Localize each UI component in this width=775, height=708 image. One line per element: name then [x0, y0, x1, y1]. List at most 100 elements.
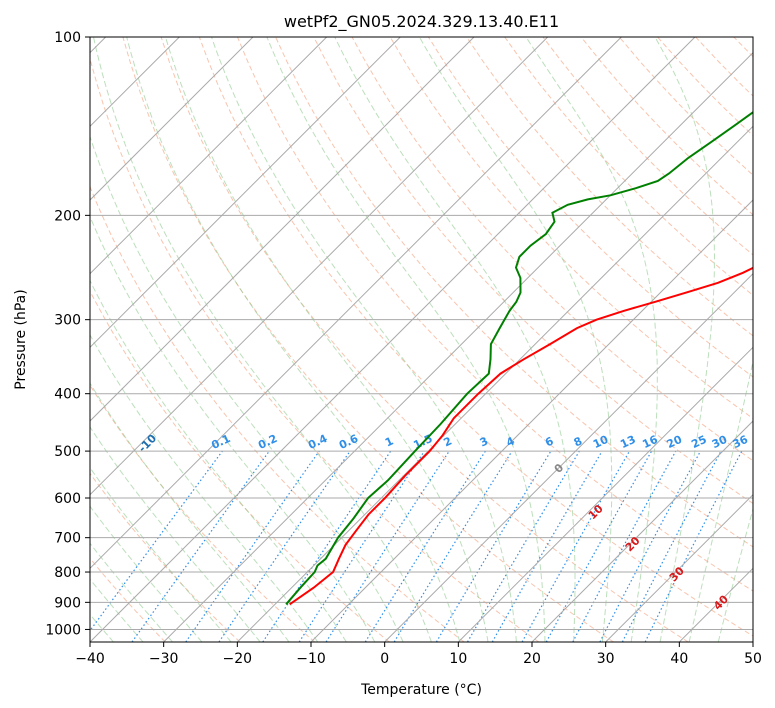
mixing-ratio-label: 0.1 [209, 432, 232, 452]
moist-adiabat-line [90, 505, 203, 642]
x-axis-label: Temperature (°C) [360, 682, 482, 698]
mixing-ratio-label: 0.4 [306, 432, 329, 452]
mixing-ratio-label: 2 [442, 434, 454, 449]
mixing-ratio-label: 13 [618, 433, 637, 451]
axes: −40 −30 −20 −10 0 10 20 30 40 5010020030040050060… [45, 30, 762, 667]
x-tick-label: 20 [523, 651, 541, 667]
mixing-ratio-line [435, 450, 552, 642]
moist-adiabat-line [654, 37, 716, 642]
mixing-ratio-label: 20 [665, 433, 685, 451]
moist-adiabat-line [90, 578, 144, 642]
plot-frame [89, 36, 754, 643]
dry-adiabat-label: -30 [0, 363, 1, 386]
moist-adiabat-line [90, 426, 261, 642]
moist-adiabat-line [90, 542, 173, 642]
x-tick-label: 10 [449, 651, 467, 667]
dry-adiabat-line [427, 37, 753, 378]
dry-adiabat-line [198, 37, 753, 637]
dry-adiabat-line [504, 37, 753, 296]
isotherm-gridline [90, 37, 475, 422]
dry-adiabat-line [160, 37, 689, 642]
x-tick-label: −10 [296, 651, 326, 667]
y-tick-label: 400 [54, 387, 81, 403]
moist-adiabat-line [717, 507, 753, 642]
overlay-labels: -100-90-80-70-60-50-40-30-20-100.10.20.4… [0, 363, 751, 613]
dry-adiabat-line [389, 37, 753, 420]
isotherm-gridline [457, 346, 753, 642]
y-tick-label: 700 [54, 531, 81, 547]
moist-adiabats [90, 37, 753, 642]
x-tick-label: 0 [380, 651, 389, 667]
temperature-profile-line [289, 266, 753, 606]
moist-adiabat-line [126, 37, 461, 642]
isotherm-gridline [163, 51, 753, 642]
isotherm-gridline [90, 37, 696, 642]
moist-adiabat-line [90, 466, 232, 642]
mixing-ratio-label: 6 [543, 434, 556, 449]
isotherm-gridline [236, 125, 753, 642]
y-tick-label: 800 [54, 565, 81, 581]
y-tick-label: 900 [54, 595, 81, 611]
isotherm-gridline [531, 420, 753, 642]
isotherm-gridline [605, 493, 753, 642]
moist-adiabat-label: 0 [552, 461, 567, 476]
dry-adiabats [90, 37, 753, 642]
dry-adiabat-line [695, 37, 753, 97]
y-tick-label: 500 [54, 444, 81, 460]
dry-adiabat-line [90, 185, 465, 642]
isotherm-gridline [90, 37, 254, 201]
moist-adiabat-line [688, 359, 753, 642]
moist-adiabat-line [90, 382, 290, 642]
dry-adiabat-line [275, 37, 753, 548]
plot-area: -100-90-80-70-60-50-40-30-20-100.10.20.4… [0, 37, 753, 642]
mixing-ratio-line [572, 450, 677, 642]
isotherm-gridline [90, 37, 549, 496]
mixing-ratio-label: 30 [710, 433, 730, 451]
x-tick-label: −30 [149, 651, 179, 667]
dry-adiabat-line [542, 37, 753, 256]
x-tick-label: −20 [223, 651, 253, 667]
dry-adiabat-line [90, 56, 540, 642]
mixing-ratio-line [218, 450, 351, 642]
isotherm-gridline [90, 37, 328, 275]
mixing-ratio-label: 16 [640, 433, 660, 451]
isotherm-gridline [90, 37, 622, 570]
grid-lines [90, 37, 753, 642]
moist-adiabat-label: 30 [667, 564, 687, 584]
dry-adiabat-line [657, 37, 753, 137]
moist-adiabat-line [165, 37, 489, 642]
mixing-ratio-line [185, 450, 320, 642]
mixing-ratio-label: 36 [731, 433, 751, 451]
isotherm-gridline [752, 641, 753, 642]
mixing-ratio-line [364, 450, 486, 642]
mixing-ratio-line [298, 450, 425, 642]
moist-adiabat-label: 40 [711, 592, 731, 612]
dry-adiabat-line [90, 557, 166, 642]
isotherm-gridline [678, 567, 753, 642]
dry-adiabat-line [90, 472, 241, 642]
moist-adiabat-line [334, 37, 576, 642]
sounding-series [285, 111, 753, 606]
x-tick-label: 40 [670, 651, 688, 667]
moist-adiabat-label: 10 [586, 502, 606, 522]
y-tick-label: 100 [54, 30, 81, 46]
dry-adiabat-line [90, 290, 390, 642]
moist-adiabat-line [93, 37, 432, 642]
mixing-ratio-label: 8 [572, 434, 584, 449]
moist-adiabat-line [211, 37, 517, 642]
dewpoint-profile-line [285, 111, 753, 605]
mixing-ratio-line [644, 450, 743, 642]
mixing-ratio-label: 3 [478, 434, 490, 449]
isotherm-gridline [384, 272, 753, 642]
mixing-ratio-lines [90, 450, 743, 642]
dry-adiabat-line [90, 384, 316, 642]
y-axis-label: Pressure (hPa) [13, 289, 29, 389]
dry-adiabat-line [313, 37, 753, 505]
moist-adiabat-line [418, 37, 613, 642]
y-tick-label: 300 [54, 313, 81, 329]
x-tick-label: 50 [744, 651, 762, 667]
isotherm-gridline [310, 199, 753, 642]
chart-title: wetPf2_GN05.2024.329.13.40.E11 [284, 12, 559, 32]
mixing-ratio-line [90, 450, 223, 632]
